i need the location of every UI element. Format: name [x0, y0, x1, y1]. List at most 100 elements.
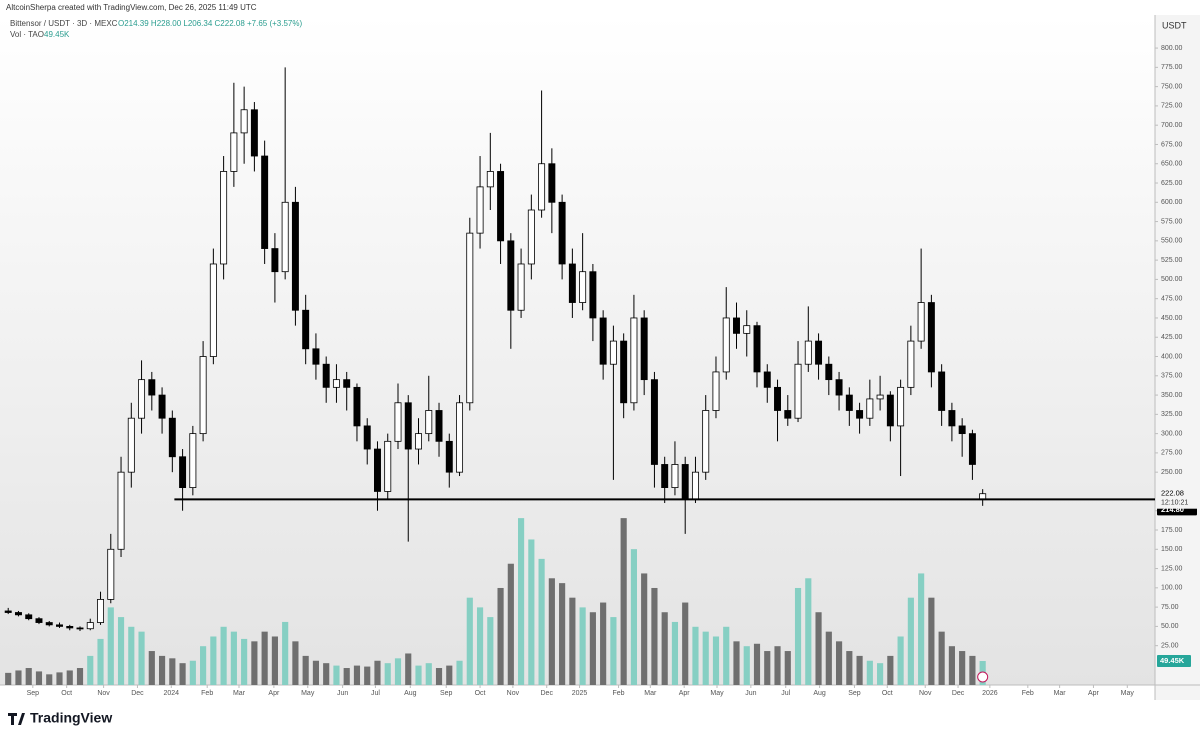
- volume-bar: [15, 670, 22, 685]
- volume-bar: [692, 626, 699, 685]
- y-tick-label: 550.00: [1161, 238, 1183, 245]
- countdown: 12:10:21: [1161, 500, 1188, 507]
- last-price-label: 222.08: [1161, 489, 1184, 498]
- volume-bar: [241, 638, 248, 685]
- x-tick-label: Apr: [268, 690, 280, 697]
- volume-bar: [569, 597, 576, 685]
- volume-title: Vol · TAO: [10, 30, 44, 39]
- y-tick-label: 125.00: [1161, 565, 1183, 572]
- candle-body: [897, 386, 905, 427]
- volume-bar: [25, 668, 32, 685]
- volume-bar: [117, 617, 125, 685]
- volume-bar: [671, 621, 679, 685]
- x-tick-label: Dec: [131, 690, 144, 697]
- candle-body: [507, 240, 515, 311]
- plot-area: [0, 15, 1155, 685]
- candle-body: [250, 109, 258, 157]
- x-tick-label: Nov: [507, 690, 520, 697]
- x-tick-label: 2026: [982, 690, 998, 697]
- y-tick-label: 675.00: [1161, 141, 1183, 148]
- y-tick-label: 325.00: [1161, 411, 1183, 418]
- volume-bar: [969, 655, 976, 685]
- volume-bar: [682, 602, 689, 685]
- volume-bar: [251, 641, 258, 685]
- candle-body: [56, 624, 63, 627]
- overlay: 214.80 222.08 12:10:21 49.45K: [174, 489, 1197, 683]
- volume-bar: [733, 641, 740, 685]
- volume-bar: [620, 518, 627, 685]
- volume-bar: [425, 663, 432, 685]
- x-tick-label: Mar: [1054, 690, 1067, 697]
- volume-bar: [784, 651, 791, 685]
- volume-bar: [866, 660, 873, 685]
- candle-body: [199, 356, 207, 435]
- volume-bar: [856, 655, 863, 685]
- volume-bar: [938, 631, 945, 685]
- candle-body: [374, 448, 381, 492]
- x-tick-label: Apr: [679, 690, 691, 697]
- x-tick-label: Feb: [1022, 690, 1034, 697]
- y-tick-label: 575.00: [1161, 218, 1183, 225]
- volume-bar: [333, 665, 340, 685]
- candle-body: [332, 379, 340, 388]
- volume-bar: [497, 587, 504, 685]
- volume-bar: [897, 636, 904, 685]
- volume-bar: [435, 668, 443, 685]
- volume-bar: [548, 578, 555, 685]
- candle-body: [866, 398, 874, 419]
- y-tick-label: 175.00: [1161, 527, 1183, 534]
- volume-bar: [97, 638, 104, 685]
- volume-bar: [887, 655, 894, 685]
- volume-bar: [179, 663, 186, 685]
- x-tick-label: May: [301, 690, 315, 697]
- volume-bar: [487, 617, 494, 685]
- candle-body: [148, 379, 156, 396]
- volume-bar: [600, 602, 607, 685]
- volume-bar: [230, 631, 237, 685]
- volume-bar: [35, 671, 43, 685]
- candle-body: [271, 248, 279, 273]
- candle-body: [25, 614, 33, 620]
- x-tick-label: Jun: [745, 690, 756, 697]
- x-tick-label: Sep: [27, 690, 40, 697]
- candle-body: [774, 386, 781, 411]
- volume-bar: [815, 612, 822, 685]
- candle-body: [189, 433, 197, 488]
- volume-bar: [846, 651, 853, 685]
- volume-bar: [476, 607, 484, 685]
- candle-body: [486, 171, 494, 188]
- candle-body: [876, 394, 884, 400]
- candle-body: [435, 410, 443, 442]
- volume-bar: [5, 672, 12, 685]
- x-tick-label: 2024: [164, 690, 180, 697]
- volume-bar: [835, 641, 843, 685]
- volume-bar: [87, 655, 94, 685]
- volume-bar: [292, 641, 299, 685]
- candle-body: [927, 302, 935, 373]
- candle-body: [856, 410, 864, 419]
- volume-bar: [907, 597, 914, 685]
- candle-body: [415, 433, 422, 450]
- volume-badge: [1157, 655, 1191, 668]
- x-tick-label: Sep: [848, 690, 861, 697]
- candle-body: [579, 271, 587, 303]
- candle-body: [835, 379, 843, 396]
- y-tick-label: 275.00: [1161, 450, 1183, 457]
- volume-bar: [302, 655, 309, 685]
- candle-body: [968, 433, 976, 465]
- candle-body: [384, 440, 392, 492]
- candle-body: [527, 209, 535, 265]
- volume-bar: [794, 587, 802, 685]
- candle-body: [209, 263, 217, 357]
- candle-body: [702, 410, 710, 473]
- volume-badge-label: 49.45K: [1160, 656, 1185, 665]
- candle-body: [322, 363, 330, 388]
- candle-body: [948, 410, 956, 427]
- volume-value: 49.45K: [44, 30, 70, 39]
- volume-bar: [579, 607, 586, 685]
- candle-body: [35, 618, 43, 623]
- volume-bar: [364, 666, 371, 685]
- brand: TradingView: [30, 710, 112, 726]
- candle-body: [107, 548, 115, 600]
- volume-bar: [518, 518, 525, 685]
